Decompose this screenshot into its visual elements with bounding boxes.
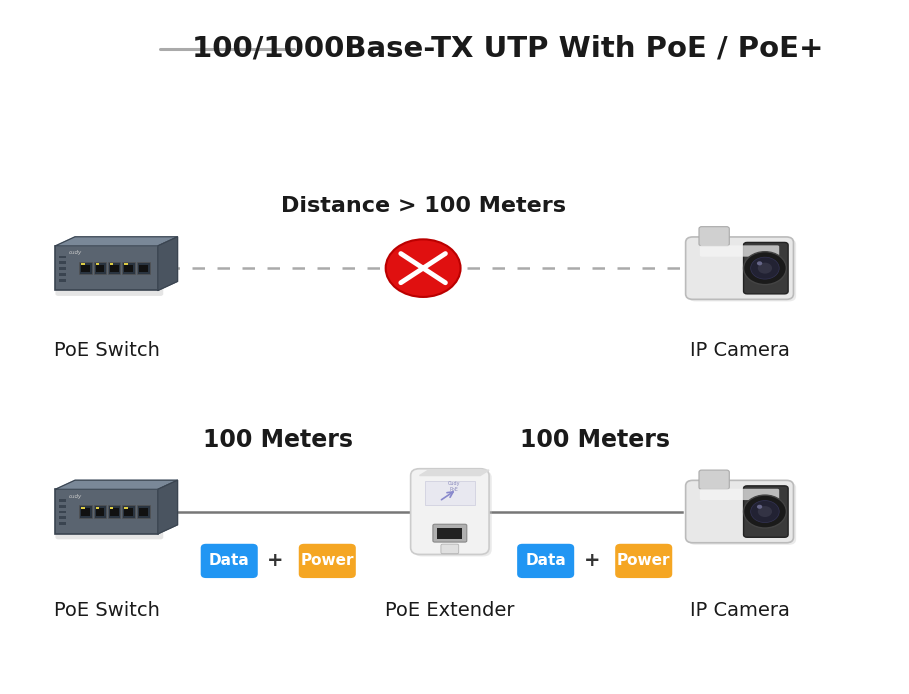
- FancyBboxPatch shape: [110, 263, 114, 265]
- Text: Distance > 100 Meters: Distance > 100 Meters: [281, 196, 565, 217]
- FancyBboxPatch shape: [81, 264, 90, 272]
- FancyBboxPatch shape: [425, 481, 474, 505]
- Text: cudy: cudy: [69, 251, 82, 255]
- Text: cudy: cudy: [69, 493, 82, 498]
- FancyBboxPatch shape: [55, 247, 164, 296]
- FancyBboxPatch shape: [700, 246, 779, 257]
- FancyBboxPatch shape: [414, 471, 492, 557]
- Text: Power: Power: [617, 553, 671, 568]
- FancyBboxPatch shape: [94, 505, 106, 518]
- Circle shape: [751, 500, 779, 523]
- Circle shape: [744, 252, 786, 285]
- FancyBboxPatch shape: [201, 544, 258, 578]
- FancyBboxPatch shape: [517, 544, 574, 578]
- Text: Data: Data: [209, 553, 250, 568]
- Circle shape: [758, 262, 772, 273]
- Text: Power: Power: [301, 553, 354, 568]
- FancyBboxPatch shape: [59, 267, 66, 270]
- FancyBboxPatch shape: [688, 239, 796, 301]
- FancyBboxPatch shape: [137, 262, 150, 274]
- Polygon shape: [158, 237, 177, 290]
- Text: PoE Switch: PoE Switch: [54, 341, 160, 360]
- FancyBboxPatch shape: [59, 273, 66, 276]
- FancyBboxPatch shape: [124, 264, 133, 272]
- FancyBboxPatch shape: [685, 237, 794, 299]
- FancyBboxPatch shape: [699, 470, 729, 489]
- FancyBboxPatch shape: [123, 505, 135, 518]
- Circle shape: [757, 505, 763, 509]
- FancyBboxPatch shape: [411, 468, 489, 555]
- Text: 100 Meters: 100 Meters: [520, 428, 670, 452]
- FancyBboxPatch shape: [124, 508, 133, 516]
- Polygon shape: [55, 237, 177, 246]
- FancyBboxPatch shape: [81, 263, 85, 265]
- FancyBboxPatch shape: [744, 242, 788, 294]
- FancyBboxPatch shape: [59, 499, 66, 502]
- FancyBboxPatch shape: [59, 505, 66, 507]
- FancyBboxPatch shape: [441, 544, 459, 554]
- FancyBboxPatch shape: [55, 491, 164, 539]
- Circle shape: [758, 506, 772, 517]
- FancyBboxPatch shape: [59, 511, 66, 514]
- FancyBboxPatch shape: [110, 508, 119, 516]
- Text: 100 Meters: 100 Meters: [204, 428, 354, 452]
- FancyBboxPatch shape: [124, 263, 127, 265]
- Circle shape: [757, 262, 763, 265]
- FancyBboxPatch shape: [433, 524, 467, 542]
- Text: IP Camera: IP Camera: [690, 341, 790, 360]
- FancyBboxPatch shape: [55, 489, 158, 534]
- FancyBboxPatch shape: [123, 262, 135, 274]
- FancyBboxPatch shape: [81, 507, 85, 509]
- Text: PoE Switch: PoE Switch: [54, 602, 160, 620]
- Text: +: +: [267, 552, 284, 570]
- FancyBboxPatch shape: [685, 480, 794, 543]
- FancyBboxPatch shape: [79, 262, 92, 274]
- Polygon shape: [55, 480, 177, 489]
- FancyBboxPatch shape: [59, 279, 66, 282]
- FancyBboxPatch shape: [59, 516, 66, 519]
- FancyBboxPatch shape: [59, 255, 66, 258]
- FancyBboxPatch shape: [59, 522, 66, 525]
- FancyBboxPatch shape: [95, 507, 99, 509]
- FancyBboxPatch shape: [94, 262, 106, 274]
- Polygon shape: [420, 470, 489, 475]
- FancyBboxPatch shape: [108, 505, 121, 518]
- FancyBboxPatch shape: [110, 507, 114, 509]
- FancyBboxPatch shape: [81, 508, 90, 516]
- Circle shape: [744, 495, 786, 528]
- FancyBboxPatch shape: [700, 489, 779, 500]
- FancyBboxPatch shape: [59, 262, 66, 264]
- FancyBboxPatch shape: [110, 264, 119, 272]
- FancyBboxPatch shape: [299, 544, 355, 578]
- FancyBboxPatch shape: [437, 527, 463, 539]
- Text: 100/1000Base-TX UTP With PoE / PoE+: 100/1000Base-TX UTP With PoE / PoE+: [192, 35, 824, 62]
- FancyBboxPatch shape: [615, 544, 673, 578]
- FancyBboxPatch shape: [124, 507, 127, 509]
- Polygon shape: [158, 480, 177, 534]
- Text: Data: Data: [525, 553, 566, 568]
- Circle shape: [385, 239, 461, 297]
- Text: PoE Extender: PoE Extender: [385, 602, 514, 620]
- FancyBboxPatch shape: [139, 264, 148, 272]
- FancyBboxPatch shape: [139, 508, 148, 516]
- FancyBboxPatch shape: [744, 486, 788, 537]
- FancyBboxPatch shape: [95, 263, 99, 265]
- FancyBboxPatch shape: [79, 505, 92, 518]
- FancyBboxPatch shape: [95, 508, 105, 516]
- FancyBboxPatch shape: [688, 482, 796, 545]
- FancyBboxPatch shape: [95, 264, 105, 272]
- FancyBboxPatch shape: [108, 262, 121, 274]
- Text: IP Camera: IP Camera: [690, 602, 790, 620]
- Text: +: +: [584, 552, 600, 570]
- FancyBboxPatch shape: [137, 505, 150, 518]
- Circle shape: [751, 257, 779, 279]
- FancyBboxPatch shape: [699, 227, 729, 246]
- Text: Cudy
PoE: Cudy PoE: [448, 482, 461, 492]
- FancyBboxPatch shape: [55, 246, 158, 290]
